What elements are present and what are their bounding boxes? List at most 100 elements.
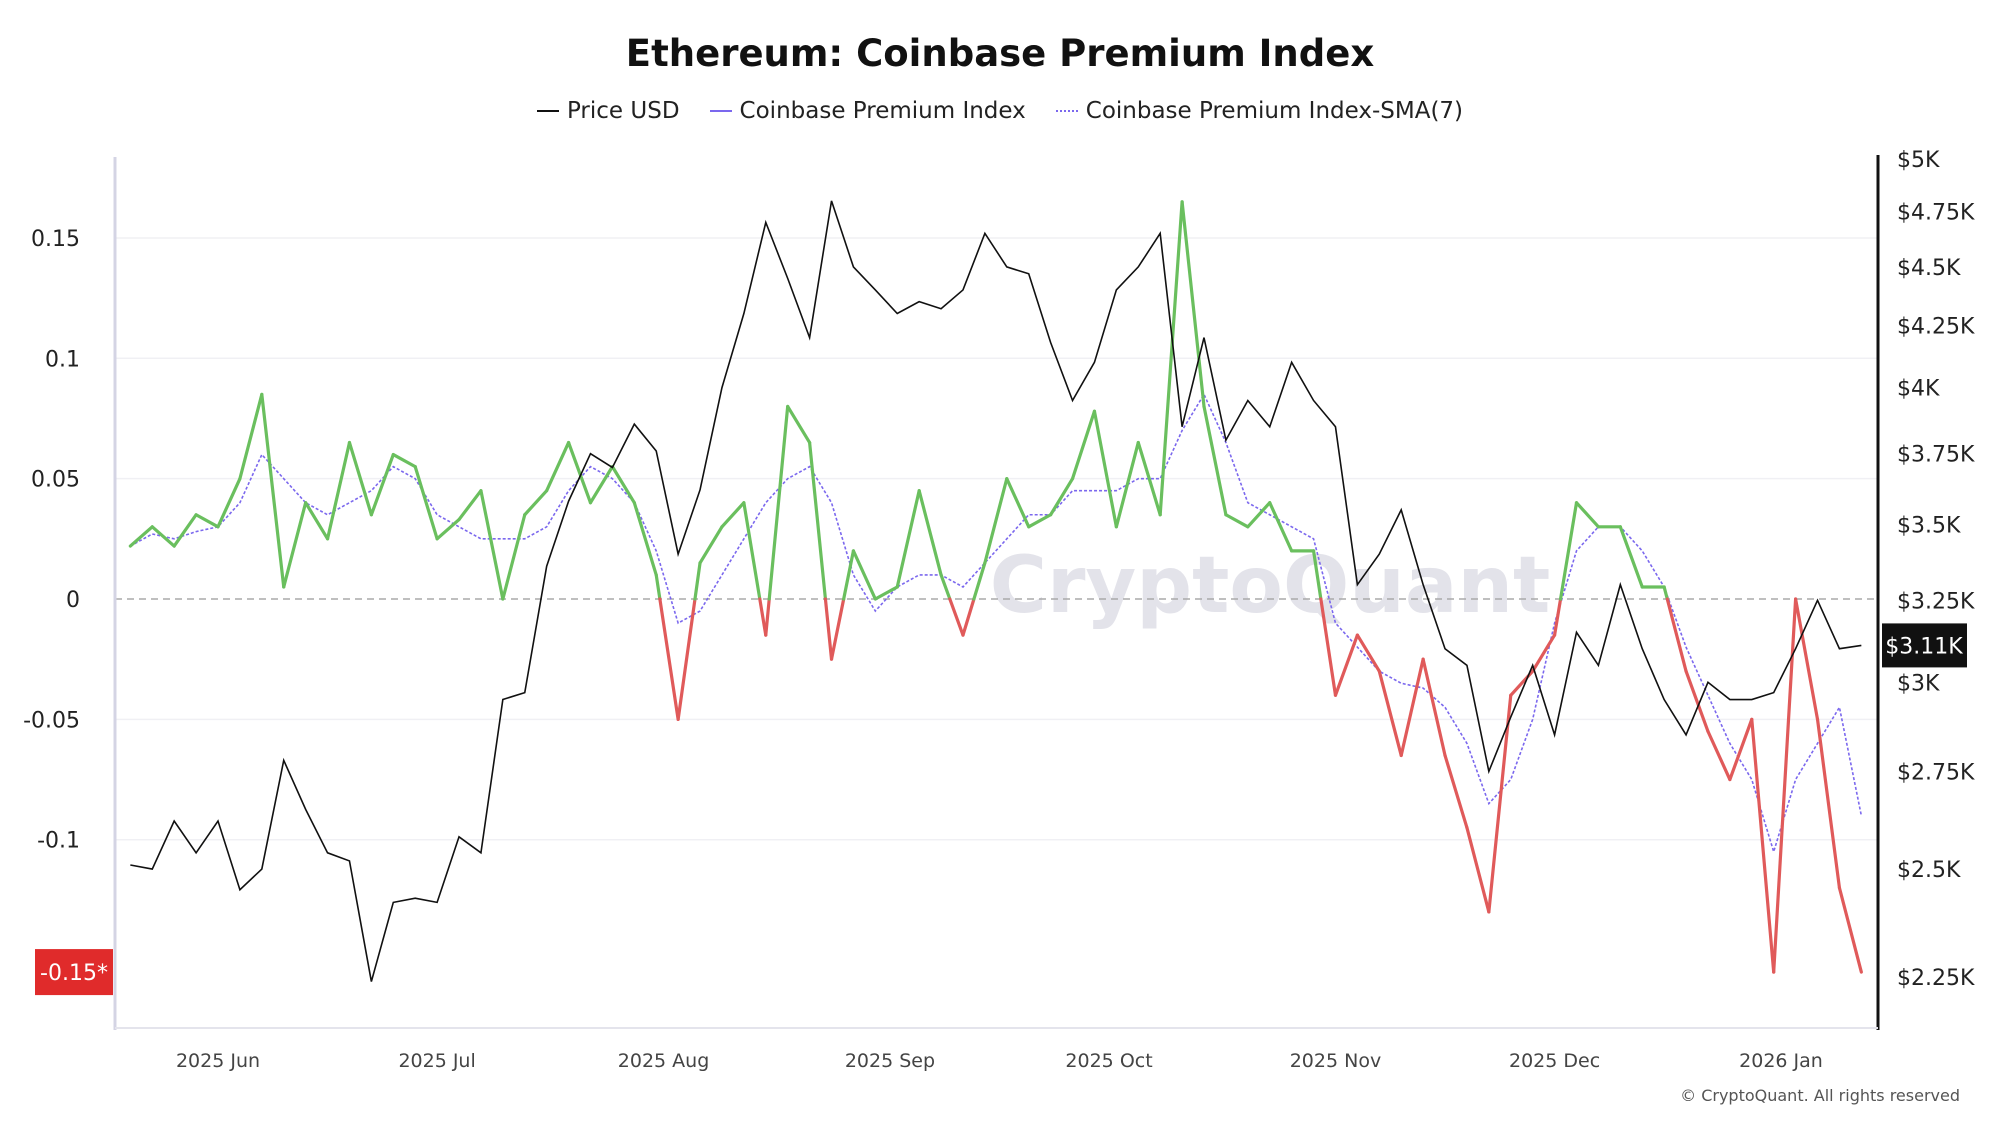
premium-segment [1684,669,1710,733]
premium-segment [150,525,176,548]
premium-segment [1049,477,1075,517]
premium-segment [545,440,571,493]
premium-segment [1224,513,1250,529]
legend-label: Price USD [566,98,680,124]
premium-segment [304,501,330,541]
x-tick-label: 2025 Sep [845,1050,935,1072]
x-tick-label: 2025 Oct [1065,1050,1152,1072]
right-tick-label: $4.25K [1897,314,1975,339]
premium-segment [1070,409,1097,481]
left-tick-label: -0.1 [37,829,80,854]
left-tick-label: 0.05 [31,468,80,493]
premium-segment [786,404,812,445]
premium-segment [1136,440,1162,517]
premium-segment [1092,409,1118,529]
premium-segment [282,501,308,589]
premium-segment [588,465,615,505]
legend-item-price[interactable]: Price USD [536,98,680,124]
price-series [130,200,1862,982]
premium-segment [1465,826,1491,914]
x-tick-label: 2026 Jan [1739,1050,1823,1072]
right-tick-label: $3.25K [1897,589,1975,614]
premium-segment [676,597,697,721]
premium-current-badge [35,949,113,996]
premium-segment [698,525,724,565]
watermark: CryptoQuant [990,541,1551,631]
legend-item-sma[interactable]: Coinbase Premium Index-SMA(7) [1055,98,1463,124]
premium-segment [1180,200,1206,409]
right-tick-label: $2.5K [1897,858,1961,883]
right-tick-label: $4.5K [1897,256,1961,281]
premium-segment [1794,597,1820,721]
premium-segment [720,501,746,529]
sma-series [129,392,1863,855]
right-tick-label: $3.5K [1897,513,1961,538]
axes: 0.15 0.1 0.05 0 -0.05 -0.1 $5K $4.75K $4.5K $4.25… [23,148,1975,1072]
sma-line [129,392,1863,855]
premium-segment [1728,717,1754,782]
premium-segment [1158,200,1184,517]
premium-segment [829,597,846,661]
premium-segment [128,525,154,548]
legend-item-premium[interactable]: Coinbase Premium Index [709,98,1026,124]
right-tick-label: $5K [1897,148,1940,173]
price-current-value: $3.11K [1885,634,1963,659]
premium-segment [1665,597,1688,673]
premium-segment [742,501,762,601]
left-tick-label: -0.05 [23,708,80,733]
premium-segment [1421,657,1447,758]
premium-segment [873,585,899,601]
left-tick-label: 0.1 [45,347,80,372]
premium-segment [767,404,790,601]
premium-segment [238,392,264,481]
premium-segment [1531,633,1557,673]
premium-segment [972,561,987,601]
premium-segment [1558,501,1579,601]
premium-segment [895,489,921,589]
x-tick-label: 2025 Nov [1290,1050,1381,1072]
premium-segment [391,452,417,469]
premium-segment [961,597,976,637]
premium-segment [1027,513,1053,529]
left-tick-label: 0 [66,588,80,613]
sma-swatch-icon [1055,110,1078,112]
premium-segment [325,440,352,541]
premium-segment [172,513,198,548]
premium-segment [1377,669,1403,758]
price-swatch-icon [536,110,559,112]
premium-segment [501,513,527,601]
premium-segment [983,477,1009,565]
premium-segment [1552,597,1563,637]
premium-segment [1005,477,1031,529]
price-line [130,200,1862,982]
premium-segment [654,573,662,601]
copyright: © CryptoQuant. All rights reserved [1680,1086,1960,1105]
premium-segment [1750,717,1776,974]
premium-segment [1815,717,1842,890]
premium-segment [523,489,549,517]
price-current-badge [1882,623,1967,668]
premium-segment [1574,501,1601,529]
premium-segment [1487,693,1513,914]
x-tick-label: 2025 Dec [1509,1050,1600,1072]
gridlines [115,237,1878,841]
premium-segment [347,440,373,517]
premium-segment [917,489,943,577]
premium-series [128,200,1863,974]
premium-segment [632,501,658,577]
x-tick-label: 2025 Jun [176,1050,260,1072]
premium-segment [1202,404,1228,517]
premium-segment [413,465,439,541]
legend: Price USD Coinbase Premium Index Coinbas… [0,98,2000,124]
premium-segment [479,489,505,601]
left-tick-label: 0.15 [31,227,80,252]
right-tick-label: $3.75K [1897,443,1975,468]
premium-segment [1772,597,1798,974]
premium-segment [216,477,242,529]
premium-segment [369,452,395,517]
premium-segment [1114,440,1140,529]
right-tick-label: $2.75K [1897,760,1975,785]
x-tick-label: 2025 Jul [398,1050,475,1072]
right-tick-label: $4.75K [1897,201,1975,226]
premium-segment [1706,729,1732,782]
